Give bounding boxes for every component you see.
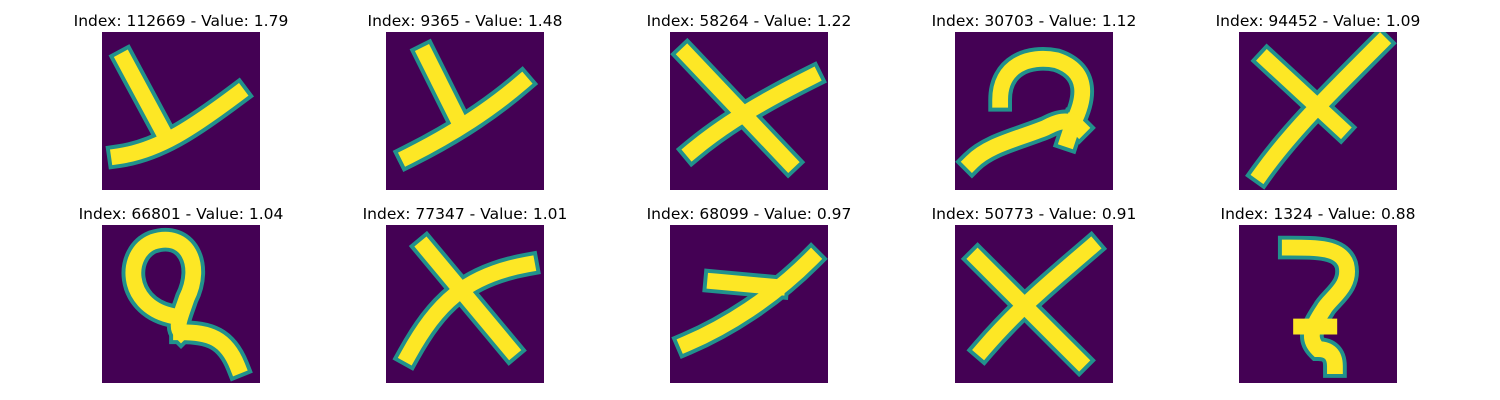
image-panel: Index: 30703 - Value: 1.12: [924, 11, 1144, 201]
glyph-strokes: [955, 47, 1096, 179]
glyph-strokes: [960, 230, 1108, 378]
handwritten-glyph-image: [955, 225, 1113, 383]
panel-title: Index: 77347 - Value: 1.01: [362, 205, 568, 223]
image-panel: Index: 68099 - Value: 0.97: [639, 204, 859, 394]
panel-title: Index: 50773 - Value: 0.91: [931, 205, 1137, 223]
panel-title: Index: 66801 - Value: 1.04: [78, 205, 284, 223]
glyph-strokes: [1277, 235, 1359, 378]
image-panel: Index: 9365 - Value: 1.48: [355, 11, 575, 201]
panel-title: Index: 94452 - Value: 1.09: [1215, 12, 1421, 30]
glyph-strokes: [392, 38, 539, 173]
image-panel: Index: 94452 - Value: 1.09: [1208, 11, 1428, 201]
panel-title: Index: 68099 - Value: 0.97: [646, 205, 852, 223]
handwritten-glyph-image: [670, 32, 828, 190]
handwritten-glyph-image: [102, 32, 260, 190]
handwritten-glyph-image: [386, 32, 544, 190]
glyph-strokes: [121, 228, 253, 382]
handwritten-glyph-image: [1239, 225, 1397, 383]
panel-title: Index: 9365 - Value: 1.48: [367, 12, 563, 30]
handwritten-glyph-image: [386, 225, 544, 383]
glyph-strokes: [670, 37, 827, 179]
panel-title: Index: 58264 - Value: 1.22: [646, 12, 852, 30]
handwritten-glyph-image: [670, 225, 828, 383]
image-panel: Index: 77347 - Value: 1.01: [355, 204, 575, 394]
glyph-strokes: [671, 242, 828, 360]
glyph-strokes: [392, 230, 541, 371]
panel-title: Index: 30703 - Value: 1.12: [931, 12, 1137, 30]
image-panel: Index: 58264 - Value: 1.22: [639, 11, 859, 201]
glyph-strokes: [105, 44, 255, 170]
handwritten-glyph-image: [955, 32, 1113, 190]
glyph-strokes: [1245, 32, 1397, 190]
handwritten-glyph-image: [1239, 32, 1397, 190]
image-panel: Index: 1324 - Value: 0.88: [1208, 204, 1428, 394]
handwritten-glyph-image: [102, 225, 260, 383]
image-panel: Index: 66801 - Value: 1.04: [71, 204, 291, 394]
image-panel: Index: 50773 - Value: 0.91: [924, 204, 1144, 394]
panel-title: Index: 112669 - Value: 1.79: [73, 12, 289, 30]
panel-title: Index: 1324 - Value: 0.88: [1220, 205, 1416, 223]
image-panel: Index: 112669 - Value: 1.79: [71, 11, 291, 201]
